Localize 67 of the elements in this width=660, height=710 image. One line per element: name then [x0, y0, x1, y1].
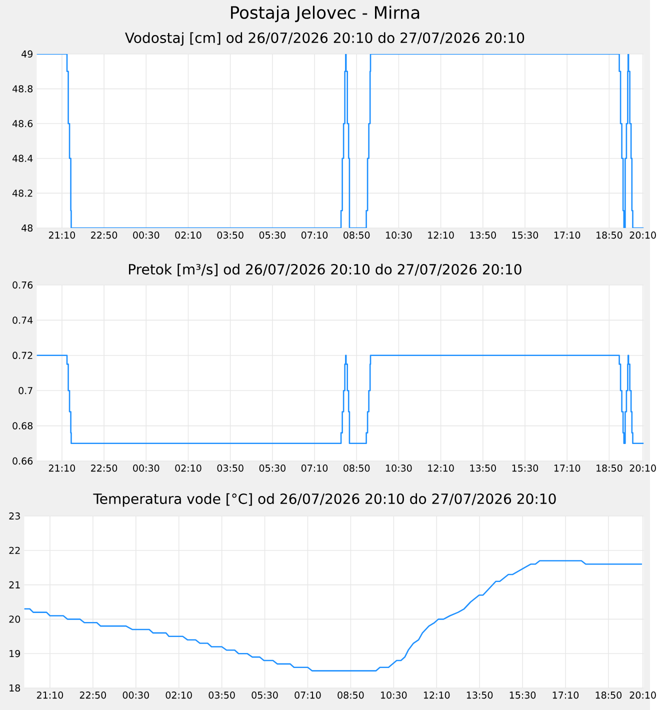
x-tick-label: 03:50	[208, 692, 235, 699]
x-tick-label: 18:50	[596, 692, 622, 699]
y-tick-label: 0.74	[12, 316, 33, 324]
y-tick-label: 23	[9, 512, 20, 520]
y-tick-label: 0.66	[12, 457, 33, 465]
x-tick-label: 18:50	[596, 232, 622, 239]
x-tick-label: 21:10	[37, 692, 64, 699]
x-tick-label: 17:10	[552, 692, 579, 699]
x-tick-label: 15:30	[512, 464, 538, 472]
x-tick-label: 07:10	[294, 692, 321, 699]
y-tick-label: 48.8	[12, 85, 33, 92]
x-tick-label: 20:10	[630, 464, 656, 472]
x-tick-label: 10:30	[381, 692, 407, 699]
chart-title: Temperatura vode [°C] od 26/07/2026 20:10 do 27/07/2026 20:10	[93, 493, 556, 507]
x-tick-label: 12:10	[428, 232, 454, 239]
y-tick-label: 21	[9, 581, 20, 588]
y-tick-label: 20	[9, 616, 20, 623]
x-tick-label: 22:50	[80, 692, 106, 699]
y-tick-label: 48.6	[12, 120, 33, 128]
y-tick-label: 48.2	[12, 190, 32, 197]
x-tick-label: 07:10	[302, 232, 328, 239]
y-tick-label: 22	[9, 546, 20, 554]
y-tick-label: 0.72	[12, 352, 32, 359]
x-tick-label: 22:50	[91, 232, 118, 239]
y-tick-label: 0.7	[18, 387, 32, 394]
x-tick-label: 15:30	[512, 232, 538, 239]
y-tick-label: 48.4	[12, 154, 33, 162]
y-tick-label: 18	[10, 684, 20, 692]
y-tick-label: 19	[10, 650, 20, 658]
x-tick-label: 10:30	[386, 232, 412, 239]
x-tick-label: 03:50	[217, 464, 244, 472]
x-tick-label: 21:10	[49, 464, 76, 472]
chart-subtitle: Vodostaj [cm] od 26/07/2026 20:10 do 27/07/2026 20:10	[125, 32, 524, 46]
x-tick-label: 13:50	[467, 692, 493, 699]
y-tick-label: 0.68	[12, 422, 33, 430]
x-tick-label: 13:50	[470, 464, 496, 472]
x-tick-label: 08:50	[344, 464, 370, 472]
x-tick-label: 15:30	[510, 692, 536, 699]
x-tick-label: 21:10	[49, 232, 76, 239]
y-tick-label: 48	[22, 224, 33, 232]
x-tick-label: 00:30	[122, 692, 150, 699]
x-tick-label: 20:10	[630, 692, 656, 699]
x-tick-label: 02:10	[175, 232, 202, 239]
x-tick-label: 12:10	[428, 464, 454, 472]
x-tick-label: 02:10	[166, 692, 192, 699]
x-tick-label: 08:50	[338, 692, 364, 699]
chart-title: Pretok [m³/s] od 26/07/2026 20:10 do 27/07/2026 20:10	[129, 264, 522, 276]
x-tick-label: 07:10	[302, 464, 328, 472]
x-tick-label: 22:50	[91, 464, 118, 472]
x-tick-label: 02:10	[175, 464, 202, 472]
x-tick-label: 08:50	[344, 232, 370, 239]
x-tick-label: 17:10	[554, 232, 580, 239]
x-tick-label: 03:50	[217, 232, 244, 239]
x-tick-label: 05:30	[259, 464, 286, 472]
y-tick-label: 0.76	[12, 281, 33, 289]
x-tick-label: 10:30	[386, 464, 412, 472]
x-tick-label: 17:10	[554, 464, 580, 472]
x-tick-label: 13:50	[470, 232, 496, 239]
x-tick-label: 00:30	[133, 464, 160, 472]
y-tick-label: 49	[22, 50, 33, 58]
x-tick-label: 18:50	[596, 464, 622, 472]
chart-title: Postaja Jelovec - Mirna	[231, 6, 420, 22]
x-tick-label: 20:10	[630, 232, 656, 239]
x-tick-label: 05:30	[259, 232, 286, 239]
x-tick-label: 05:30	[252, 692, 278, 699]
x-tick-label: 00:30	[133, 232, 160, 239]
x-tick-label: 12:10	[424, 692, 450, 699]
